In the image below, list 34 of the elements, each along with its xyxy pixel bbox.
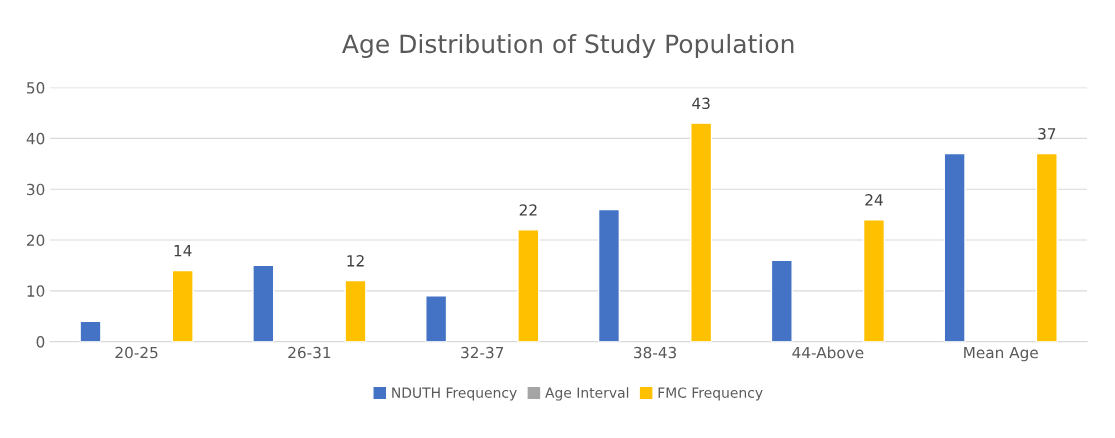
x-tick-label: 32-37 <box>461 346 504 359</box>
data-label: 12 <box>347 255 364 267</box>
data-label: 37 <box>1038 128 1056 140</box>
x-tick-label: 38-43 <box>634 346 677 359</box>
data-label: 43 <box>692 97 710 110</box>
y-tick-label: 10 <box>27 285 45 297</box>
chart-title: Age Distribution of Study Population <box>342 33 794 59</box>
x-tick-label: 44-Above <box>792 346 864 359</box>
bar <box>597 208 621 342</box>
x-tick-label: 20-25 <box>115 346 158 359</box>
y-tick-label: 30 <box>27 183 45 196</box>
x-tick-label: Mean Age <box>964 346 1038 362</box>
y-tick-label: 40 <box>26 132 45 145</box>
bar <box>862 219 886 342</box>
bar <box>79 320 102 342</box>
legend-label: Age Interval <box>545 387 629 401</box>
y-tick-label: 0 <box>36 336 45 348</box>
bar <box>252 264 275 342</box>
legend-label: NDUTH Frequency <box>392 387 517 401</box>
legend-label: FMC Frequency <box>658 387 763 401</box>
y-tick-label: 20 <box>26 234 45 247</box>
bar <box>517 229 540 342</box>
x-tick-label: 26-31 <box>288 346 331 359</box>
data-label: 24 <box>865 194 883 206</box>
bar <box>770 259 793 342</box>
y-tick-label: 50 <box>27 82 45 94</box>
bar <box>690 122 713 342</box>
data-label: 14 <box>174 245 192 257</box>
bar <box>171 269 194 342</box>
bar <box>425 295 448 342</box>
bar <box>943 152 966 342</box>
bar <box>344 279 367 342</box>
bar <box>1035 152 1058 342</box>
data-label: 22 <box>519 204 537 216</box>
